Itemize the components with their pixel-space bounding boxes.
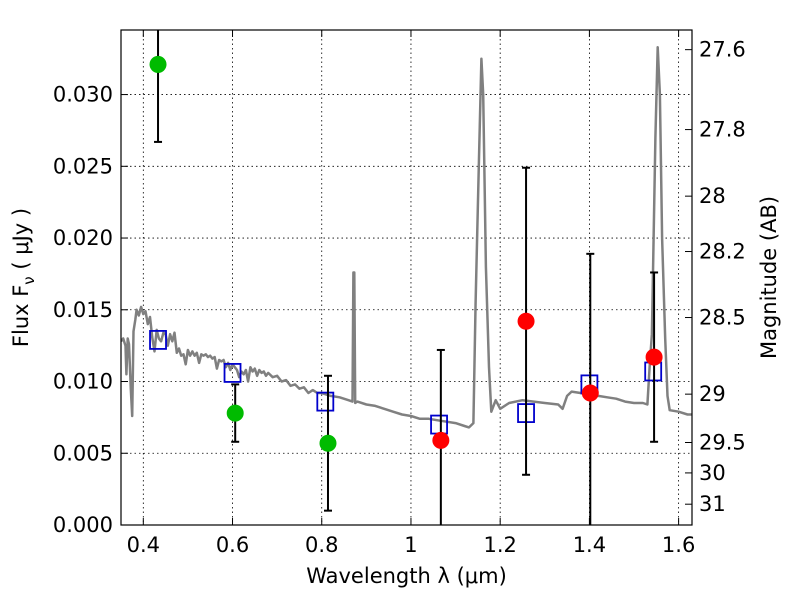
y-axis-label-unit: ( μJy )	[9, 208, 33, 276]
y-tick-label: 0.015	[53, 298, 113, 322]
y-axis-label-subscript: ν	[20, 276, 38, 284]
x-tick-label: 1	[404, 533, 417, 557]
y2-tick-label: 31	[699, 492, 726, 516]
data-point	[645, 348, 663, 366]
y2-tick-label: 27.8	[699, 118, 746, 142]
x-tick-label: 1.4	[573, 533, 606, 557]
y-axis-label: Flux Fν ( μJy )	[9, 208, 38, 347]
data-point	[149, 55, 167, 73]
y-tick-label: 0.000	[53, 513, 113, 537]
x-tick-label: 1.6	[662, 533, 695, 557]
y2-tick-label: 28	[699, 184, 726, 208]
model-band-square	[223, 363, 242, 383]
y-tick-label: 0.010	[53, 370, 113, 394]
model-spectrum-line	[121, 45, 692, 429]
data-point	[581, 384, 599, 402]
plot-frame	[120, 29, 693, 526]
y2-tick-label: 27.6	[699, 38, 746, 62]
plot-area	[121, 30, 692, 525]
model-band-square	[149, 330, 167, 350]
model-band-square	[316, 391, 335, 412]
y-axis-label-main: Flux F	[9, 285, 33, 347]
x-tick-label: 1.2	[483, 533, 516, 557]
axis-ticks: 0.4 0.6 0.8 1 1.2 1.4 1.6 0.000 0.005 0.010 0.015 0…	[53, 30, 746, 557]
y-tick-label: 0.030	[53, 83, 113, 107]
y2-tick-label: 29.5	[699, 431, 746, 455]
x-axis-label: Wavelength λ (μm)	[306, 564, 507, 588]
data-point	[517, 312, 535, 330]
data-point	[226, 404, 244, 422]
y2-tick-label: 30	[699, 461, 726, 485]
y2-tick-label: 29	[699, 382, 726, 406]
x-tick-label: 0.6	[216, 533, 249, 557]
data-point	[432, 431, 450, 449]
x-tick-label: 0.4	[127, 533, 160, 557]
y-tick-label: 0.025	[53, 154, 113, 178]
gridlines	[121, 30, 692, 526]
y2-axis-label: Magnitude (AB)	[757, 196, 781, 359]
y-tick-label: 0.020	[53, 226, 113, 250]
y-tick-label: 0.005	[53, 441, 113, 465]
x-tick-label: 0.8	[305, 533, 338, 557]
data-point	[319, 434, 337, 452]
model-band-square	[430, 414, 448, 435]
y2-tick-label: 28.5	[699, 306, 746, 330]
y2-tick-label: 28.2	[699, 240, 746, 264]
